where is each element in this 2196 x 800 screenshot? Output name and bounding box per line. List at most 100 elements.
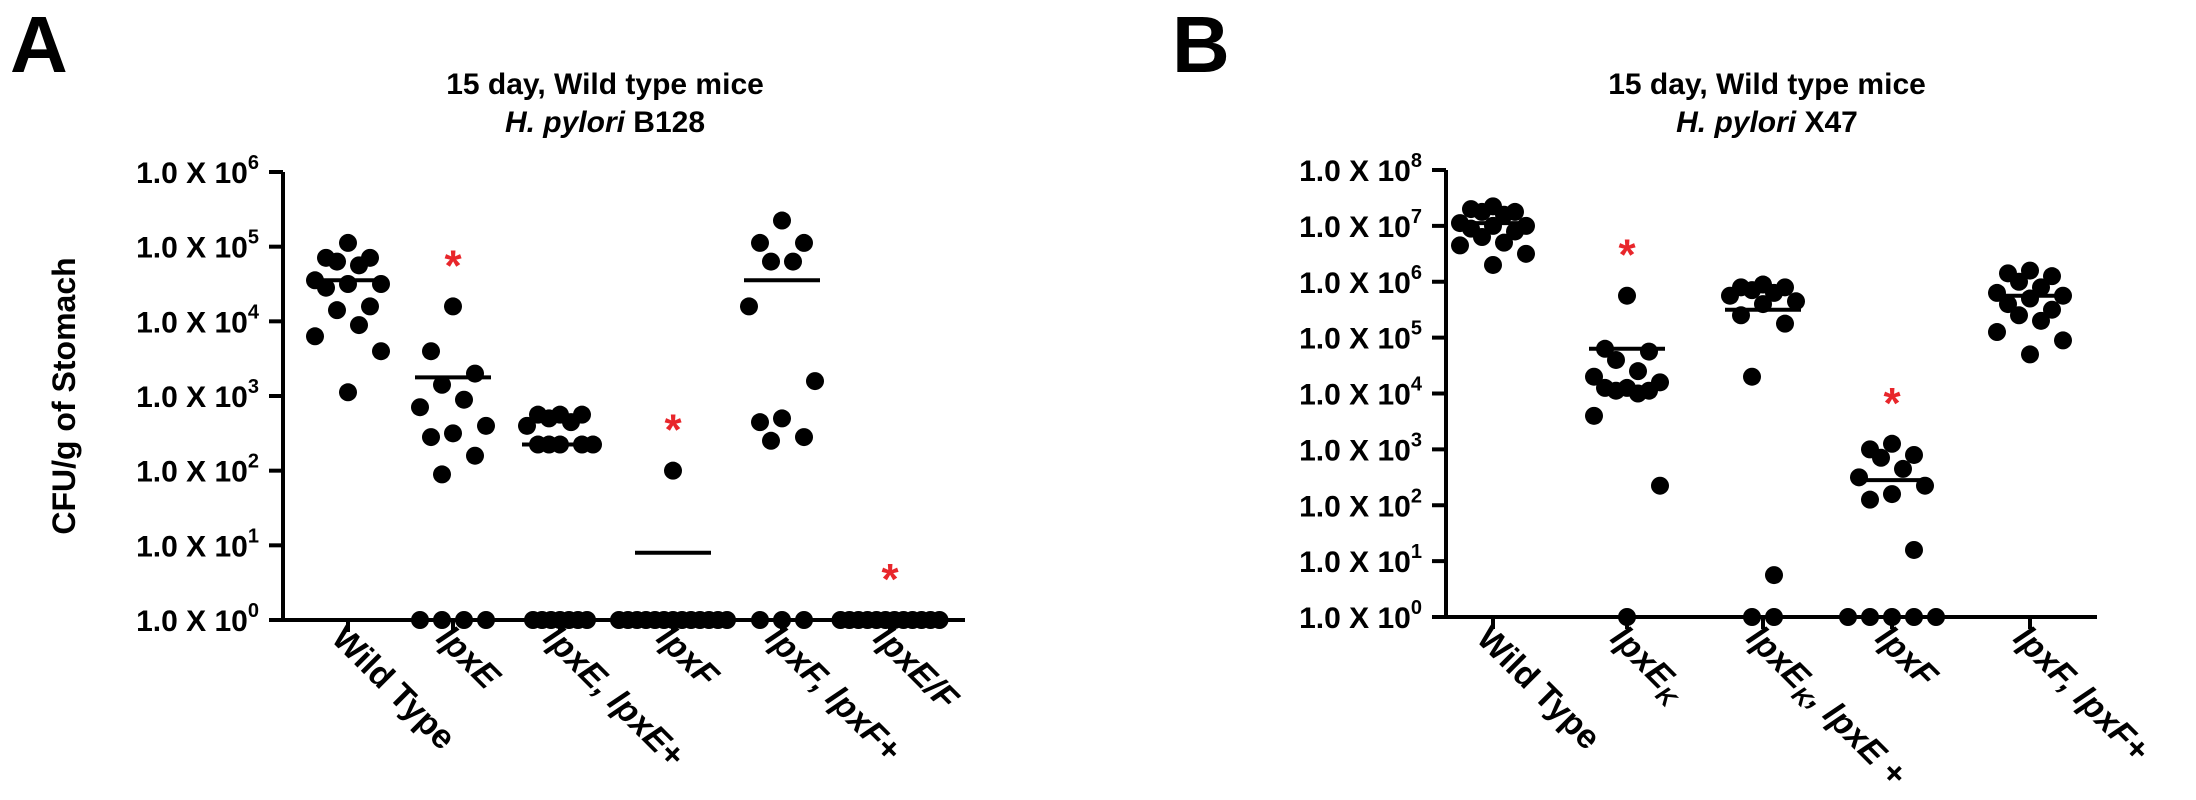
data-point <box>773 409 791 428</box>
data-point <box>1743 608 1761 626</box>
data-point <box>1988 323 2006 342</box>
data-point <box>1651 476 1669 495</box>
data-point <box>1861 608 1879 626</box>
data-point <box>1765 608 1783 626</box>
y-tick-label: 1.0 X 106 <box>136 152 259 190</box>
data-point <box>444 297 462 316</box>
data-point <box>562 413 580 432</box>
data-point <box>317 278 335 297</box>
data-point <box>422 428 440 447</box>
significance-star: * <box>881 555 899 604</box>
data-point <box>411 611 429 629</box>
data-point <box>773 211 791 230</box>
data-point <box>1883 485 1901 504</box>
category-label: lpxF, lpxF+ <box>2006 619 2157 770</box>
significance-star: * <box>1618 231 1636 280</box>
data-point <box>1861 490 1879 509</box>
data-point <box>1883 434 1901 453</box>
data-point <box>1517 244 1535 263</box>
data-point <box>1872 448 1890 467</box>
chart-title: 15 day, Wild type mice <box>1608 68 1926 101</box>
data-point <box>1585 367 1603 386</box>
data-point <box>1473 202 1491 221</box>
y-tick-label: 1.0 X 103 <box>1299 429 1422 467</box>
y-tick-label: 1.0 X 108 <box>1299 150 1422 188</box>
category-label: lpxE/F <box>866 619 966 719</box>
data-point <box>2032 311 2050 330</box>
data-point <box>339 233 357 252</box>
data-point <box>1765 566 1783 585</box>
data-point <box>455 611 473 629</box>
panel-letter: B <box>1172 0 1230 89</box>
data-point <box>444 424 462 443</box>
data-point <box>762 252 780 271</box>
y-tick-label: 1.0 X 104 <box>1299 374 1423 412</box>
data-point <box>466 364 484 383</box>
y-tick-label: 1.0 X 100 <box>136 600 259 638</box>
data-point <box>1883 608 1901 626</box>
data-point <box>1484 255 1502 274</box>
data-point <box>361 297 379 316</box>
chart-panel-a: A 15 day, Wild type mice H. pylori B128 CFU… <box>10 0 966 775</box>
significance-star: * <box>1883 379 1901 428</box>
data-point <box>751 233 769 252</box>
data-point <box>1607 350 1625 369</box>
data-point <box>2021 289 2039 308</box>
data-point <box>339 383 357 402</box>
data-point <box>2010 306 2028 325</box>
significance-star: * <box>664 406 682 455</box>
y-tick-label: 1.0 X 104 <box>136 301 260 339</box>
data-point <box>433 375 451 394</box>
data-point <box>2010 272 2028 291</box>
data-point <box>1839 608 1857 626</box>
data-point <box>2043 300 2061 319</box>
chart-panel-b: B 15 day, Wild type mice H. pylori X47 1.0 … <box>1172 0 2157 794</box>
data-point <box>664 461 682 480</box>
data-point <box>328 252 346 271</box>
data-point <box>455 390 473 409</box>
data-point <box>1776 314 1794 333</box>
chart-title: 15 day, Wild type mice <box>446 68 764 101</box>
data-point <box>751 413 769 432</box>
data-point <box>1905 540 1923 559</box>
data-point <box>1607 381 1625 400</box>
data-point <box>2032 278 2050 297</box>
data-point <box>1743 281 1761 300</box>
data-point <box>2054 331 2072 350</box>
data-point <box>773 611 791 629</box>
data-point <box>466 446 484 465</box>
data-point <box>433 611 451 629</box>
category-label: lpxE <box>429 619 508 698</box>
y-tick-label: 1.0 X 102 <box>136 451 259 489</box>
y-axis-label: CFU/g of Stomach <box>46 257 82 534</box>
data-point <box>339 275 357 293</box>
data-point <box>372 275 390 293</box>
y-tick-label: 1.0 X 102 <box>1299 485 1422 523</box>
data-point <box>372 342 390 361</box>
data-point <box>350 256 368 275</box>
data-point <box>806 372 824 391</box>
data-point <box>1506 222 1524 241</box>
data-point <box>477 416 495 435</box>
data-point <box>422 342 440 361</box>
data-point <box>1765 283 1783 302</box>
data-point <box>784 252 802 271</box>
category-label: Wild Type <box>1469 619 1607 757</box>
y-tick-label: 1.0 X 100 <box>1299 597 1422 635</box>
data-point <box>540 409 558 428</box>
category-label: lpxF <box>649 619 726 696</box>
y-tick-label: 1.0 X 101 <box>136 525 259 563</box>
data-point <box>518 416 536 435</box>
y-tick-label: 1.0 X 105 <box>136 227 259 265</box>
data-point <box>1640 342 1658 361</box>
data-point <box>578 611 596 629</box>
y-tick-label: 1.0 X 105 <box>1299 318 1422 356</box>
data-point <box>328 301 346 320</box>
significance-star: * <box>444 241 462 290</box>
data-point <box>2021 345 2039 364</box>
data-point <box>350 316 368 335</box>
data-point <box>1905 608 1923 626</box>
y-tick-label: 1.0 X 107 <box>1299 206 1422 244</box>
data-point <box>795 611 813 629</box>
